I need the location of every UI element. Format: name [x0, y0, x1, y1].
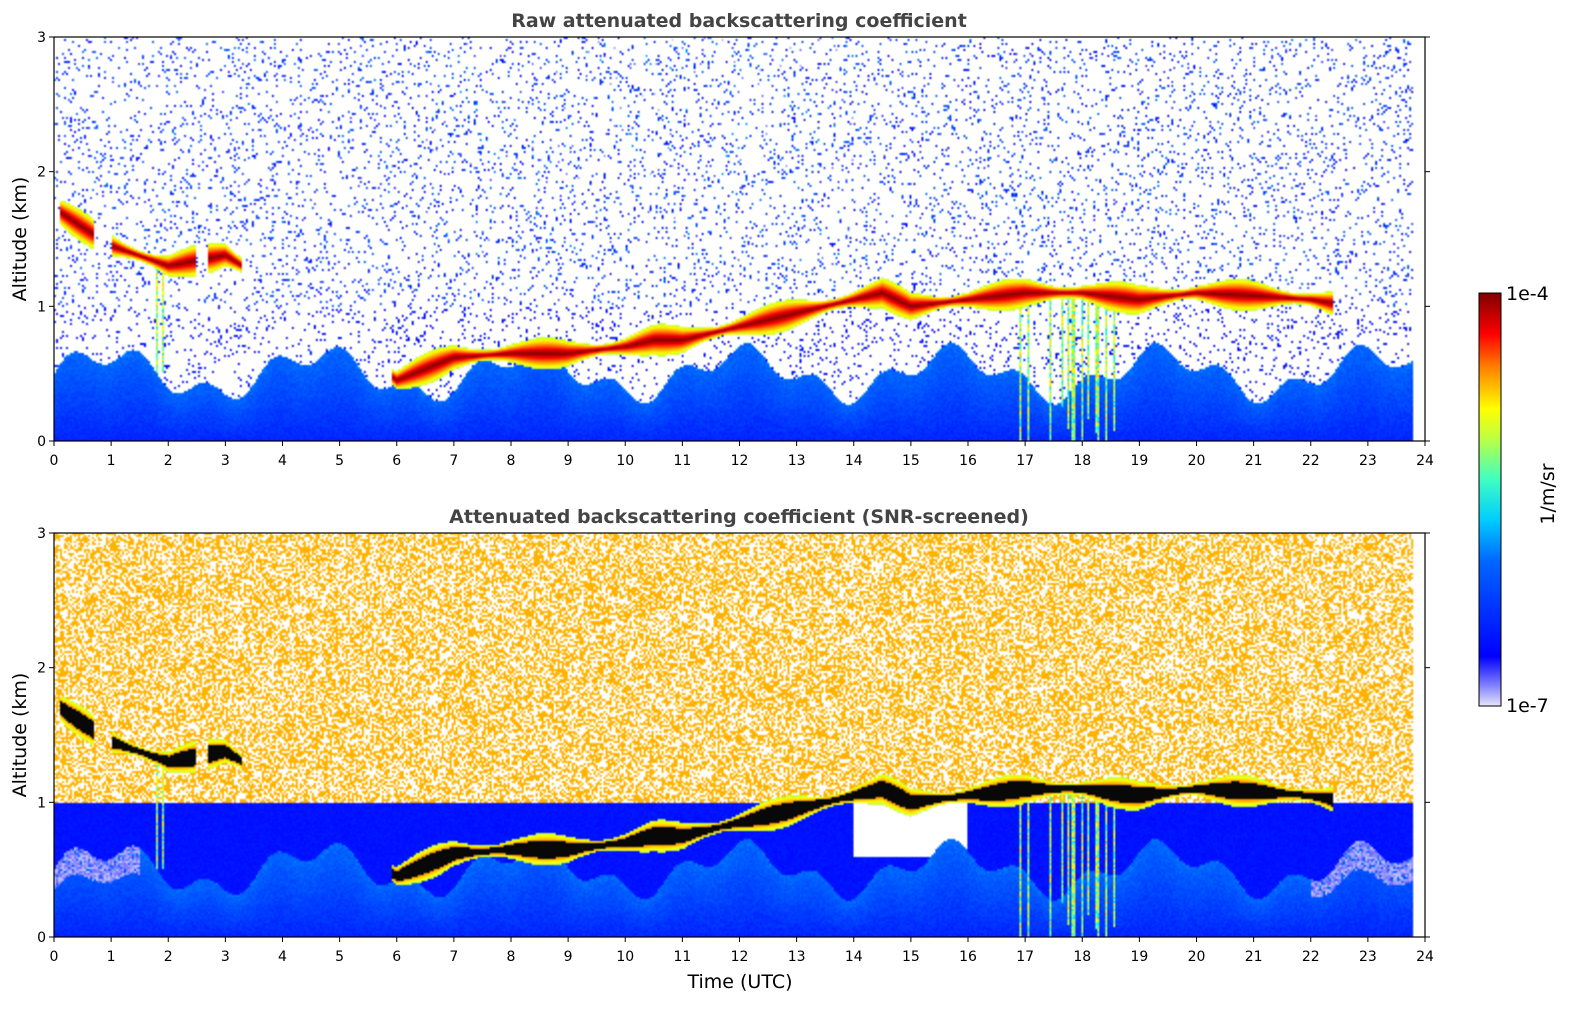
x-tick-label: 6: [392, 949, 401, 965]
x-tick-label: 2: [164, 949, 173, 965]
x-tick-label: 20: [1188, 949, 1206, 965]
x-tick-label: 5: [335, 453, 344, 469]
x-tick-label: 23: [1359, 453, 1377, 469]
heatmap-raster: [54, 37, 1425, 441]
heatmap-image: [54, 533, 1425, 937]
x-tick-label: 18: [1073, 949, 1091, 965]
x-tick-label: 9: [564, 949, 573, 965]
x-tick-label: 20: [1188, 453, 1206, 469]
x-tick-label: 7: [449, 453, 458, 469]
x-tick-label: 18: [1073, 453, 1091, 469]
colorbar-min-label: 1e-7: [1506, 695, 1549, 717]
x-tick-label: 17: [1016, 949, 1034, 965]
colorbar: 1e-4 1e-7 1/m/sr: [1478, 283, 1559, 717]
x-tick-label: 19: [1130, 453, 1148, 469]
y-axis: 0 1 2 3: [37, 526, 1430, 946]
x-tick-label: 7: [449, 949, 458, 965]
y-axis: 0 1 2 3: [37, 30, 1430, 450]
y-tick-label: 1: [37, 795, 46, 811]
x-tick-label: 22: [1302, 453, 1320, 469]
x-tick-label: 16: [959, 949, 977, 965]
x-tick-label: 1: [107, 453, 116, 469]
x-tick-label: 3: [221, 949, 230, 965]
x-axis: 0 1 2 3 4 5 6 7 8 9 10 11 12 13 14 15 16 17 18 19 20 21 22 23 24: [50, 441, 1434, 469]
y-tick-label: 3: [37, 30, 46, 46]
x-tick-label: 15: [902, 949, 920, 965]
x-tick-label: 15: [902, 453, 920, 469]
panel-title: Raw attenuated backscattering coefficien…: [511, 10, 967, 32]
x-tick-label: 4: [278, 453, 287, 469]
x-tick-label: 16: [959, 453, 977, 469]
y-tick-label: 2: [37, 165, 46, 181]
x-tick-label: 21: [1245, 949, 1263, 965]
y-axis-label: Altitude (km): [9, 673, 31, 798]
x-tick-label: 23: [1359, 949, 1377, 965]
x-tick-label: 24: [1416, 453, 1434, 469]
x-tick-label: 19: [1130, 949, 1148, 965]
x-tick-label: 8: [507, 453, 516, 469]
x-tick-label: 9: [564, 453, 573, 469]
x-tick-label: 14: [845, 949, 863, 965]
x-tick-label: 10: [616, 453, 634, 469]
y-tick-label: 3: [37, 526, 46, 542]
y-tick-label: 2: [37, 661, 46, 677]
colorbar-gradient: [1478, 292, 1502, 707]
x-tick-label: 21: [1245, 453, 1263, 469]
colorbar-label: 1/m/sr: [1537, 463, 1559, 524]
x-tick-label: 10: [616, 949, 634, 965]
heatmap-image: [54, 37, 1425, 441]
x-tick-label: 3: [221, 453, 230, 469]
x-tick-label: 13: [788, 949, 806, 965]
x-tick-label: 24: [1416, 949, 1434, 965]
x-axis: 0 1 2 3 4 5 6 7 8 9 10 11 12 13 14 15 16 17 18 19 20 21 22 23 24: [50, 937, 1434, 965]
x-tick-label: 12: [731, 453, 749, 469]
x-tick-label: 11: [673, 949, 691, 965]
x-tick-label: 11: [673, 453, 691, 469]
x-tick-label: 17: [1016, 453, 1034, 469]
x-tick-label: 13: [788, 453, 806, 469]
x-tick-label: 4: [278, 949, 287, 965]
x-tick-label: 1: [107, 949, 116, 965]
y-tick-label: 0: [37, 434, 46, 450]
y-tick-label: 0: [37, 930, 46, 946]
x-tick-label: 6: [392, 453, 401, 469]
y-axis-label: Altitude (km): [9, 177, 31, 302]
y-tick-label: 1: [37, 299, 46, 315]
x-tick-label: 8: [507, 949, 516, 965]
x-tick-label: 2: [164, 453, 173, 469]
x-tick-label: 5: [335, 949, 344, 965]
x-tick-label: 12: [731, 949, 749, 965]
x-axis-label: Time (UTC): [686, 971, 792, 993]
panel-screened: Attenuated backscattering coefficient (S…: [9, 506, 1434, 993]
panel-title: Attenuated backscattering coefficient (S…: [449, 506, 1029, 528]
x-tick-label: 0: [50, 453, 59, 469]
x-tick-label: 0: [50, 949, 59, 965]
x-tick-label: 22: [1302, 949, 1320, 965]
x-tick-label: 14: [845, 453, 863, 469]
heatmap-raster: [54, 533, 1425, 937]
panel-raw: Raw attenuated backscattering coefficien…: [9, 10, 1434, 469]
colorbar-max-label: 1e-4: [1506, 283, 1549, 305]
